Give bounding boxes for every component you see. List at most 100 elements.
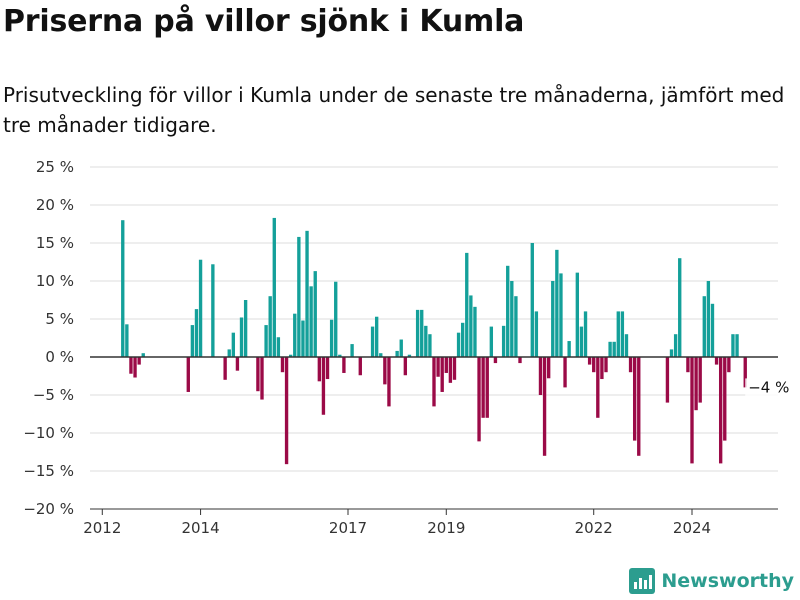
bars	[121, 217, 747, 465]
bar-negative	[485, 357, 489, 418]
bar-positive	[514, 296, 518, 357]
bar-negative	[321, 357, 326, 415]
bar-positive	[530, 243, 534, 357]
bar-negative	[444, 357, 448, 373]
bar-negative	[632, 357, 637, 441]
bar-positive	[125, 324, 129, 357]
bar-positive	[338, 354, 342, 357]
bar-positive	[243, 300, 248, 357]
annotation-label: −4 %	[748, 378, 789, 396]
bar-negative	[436, 357, 440, 377]
bar-positive	[559, 273, 563, 357]
bar-negative	[518, 357, 522, 364]
bar-negative	[723, 357, 727, 441]
bar-negative	[186, 357, 190, 392]
bar-negative	[743, 357, 747, 388]
bar-negative	[260, 357, 264, 400]
bar-negative	[448, 357, 453, 383]
bar-positive	[309, 286, 313, 357]
bar-positive	[379, 353, 383, 357]
bar-negative	[596, 357, 600, 418]
x-tick-label: 2022	[575, 519, 613, 537]
bar-positive	[616, 311, 620, 357]
bar-negative	[592, 357, 596, 373]
bar-negative	[383, 357, 387, 385]
bar-positive	[702, 296, 706, 357]
bar-positive	[506, 265, 510, 357]
bar-negative	[358, 357, 362, 376]
chart-title: Priserna på villor sjönk i Kumla	[3, 4, 525, 39]
bar-positive	[141, 353, 145, 357]
bar-negative	[284, 357, 289, 465]
bar-positive	[460, 322, 465, 357]
bar-positive	[624, 334, 629, 357]
bar-negative	[546, 357, 551, 379]
bar-positive	[612, 341, 616, 357]
bar-negative	[714, 357, 719, 365]
x-tick-label: 2019	[427, 519, 465, 537]
bar-positive	[276, 337, 281, 357]
bar-positive	[567, 341, 571, 357]
bar-positive	[313, 271, 317, 357]
y-tick-label: 25 %	[36, 158, 74, 176]
bar-negative	[538, 357, 543, 395]
bar-positive	[305, 230, 309, 357]
bar-positive	[190, 325, 195, 357]
bar-negative	[317, 357, 322, 382]
y-tick-label: −15 %	[23, 462, 74, 480]
bar-positive	[465, 252, 469, 357]
bar-positive	[735, 334, 739, 357]
bar-positive	[620, 311, 625, 357]
bar-positive	[579, 326, 584, 357]
bar-positive	[583, 311, 588, 357]
bar-positive	[473, 306, 477, 357]
bar-negative	[481, 357, 485, 418]
bar-positive	[608, 341, 612, 357]
bar-negative	[129, 357, 133, 374]
bar-negative	[690, 357, 694, 464]
grid-lines	[90, 166, 778, 472]
bar-positive	[301, 320, 305, 357]
bar-negative	[694, 357, 698, 411]
y-tick-label: −10 %	[23, 424, 74, 442]
bar-positive	[555, 249, 559, 357]
x-tick-label: 2024	[673, 519, 711, 537]
bar-positive	[673, 334, 678, 357]
bar-positive	[231, 332, 236, 357]
bar-negative	[718, 357, 723, 464]
bar-positive	[706, 281, 711, 357]
bar-positive	[710, 303, 715, 357]
bar-negative	[628, 357, 633, 373]
bar-negative	[542, 357, 547, 456]
x-tick-label: 2017	[329, 519, 367, 537]
bar-negative	[325, 357, 330, 380]
y-axis-tick-labels: −20 % −15 % −10 % −5 % 0 % 5 % 10 % 15 % 20 % 25 …	[23, 158, 74, 518]
bar-positive	[227, 349, 231, 357]
y-tick-label: 5 %	[45, 310, 74, 328]
y-tick-label: 10 %	[36, 272, 74, 290]
bar-positive	[510, 281, 514, 357]
bar-negative	[665, 357, 670, 403]
bar-negative	[637, 357, 641, 456]
bar-negative	[493, 357, 498, 364]
bar-negative	[432, 357, 436, 407]
bar-positive	[575, 272, 580, 357]
bar-positive	[551, 281, 555, 357]
bar-positive	[489, 326, 494, 357]
brand-name: Newsworthy	[661, 570, 794, 592]
newsworthy-logo-icon	[629, 568, 656, 594]
bar-negative	[387, 357, 391, 407]
bar-positive	[415, 309, 420, 357]
brand-logo: Newsworthy	[629, 568, 794, 594]
y-tick-label: 15 %	[36, 234, 74, 252]
bar-negative	[137, 357, 141, 365]
bar-positive	[272, 217, 276, 357]
bar-positive	[374, 316, 379, 357]
bar-negative	[587, 357, 592, 365]
bar-positive	[456, 332, 461, 357]
bar-positive	[424, 325, 428, 357]
bar-positive	[121, 220, 125, 357]
bar-positive	[534, 311, 539, 357]
chart-subtitle: Prisutveckling för villor i Kumla under …	[3, 83, 785, 137]
